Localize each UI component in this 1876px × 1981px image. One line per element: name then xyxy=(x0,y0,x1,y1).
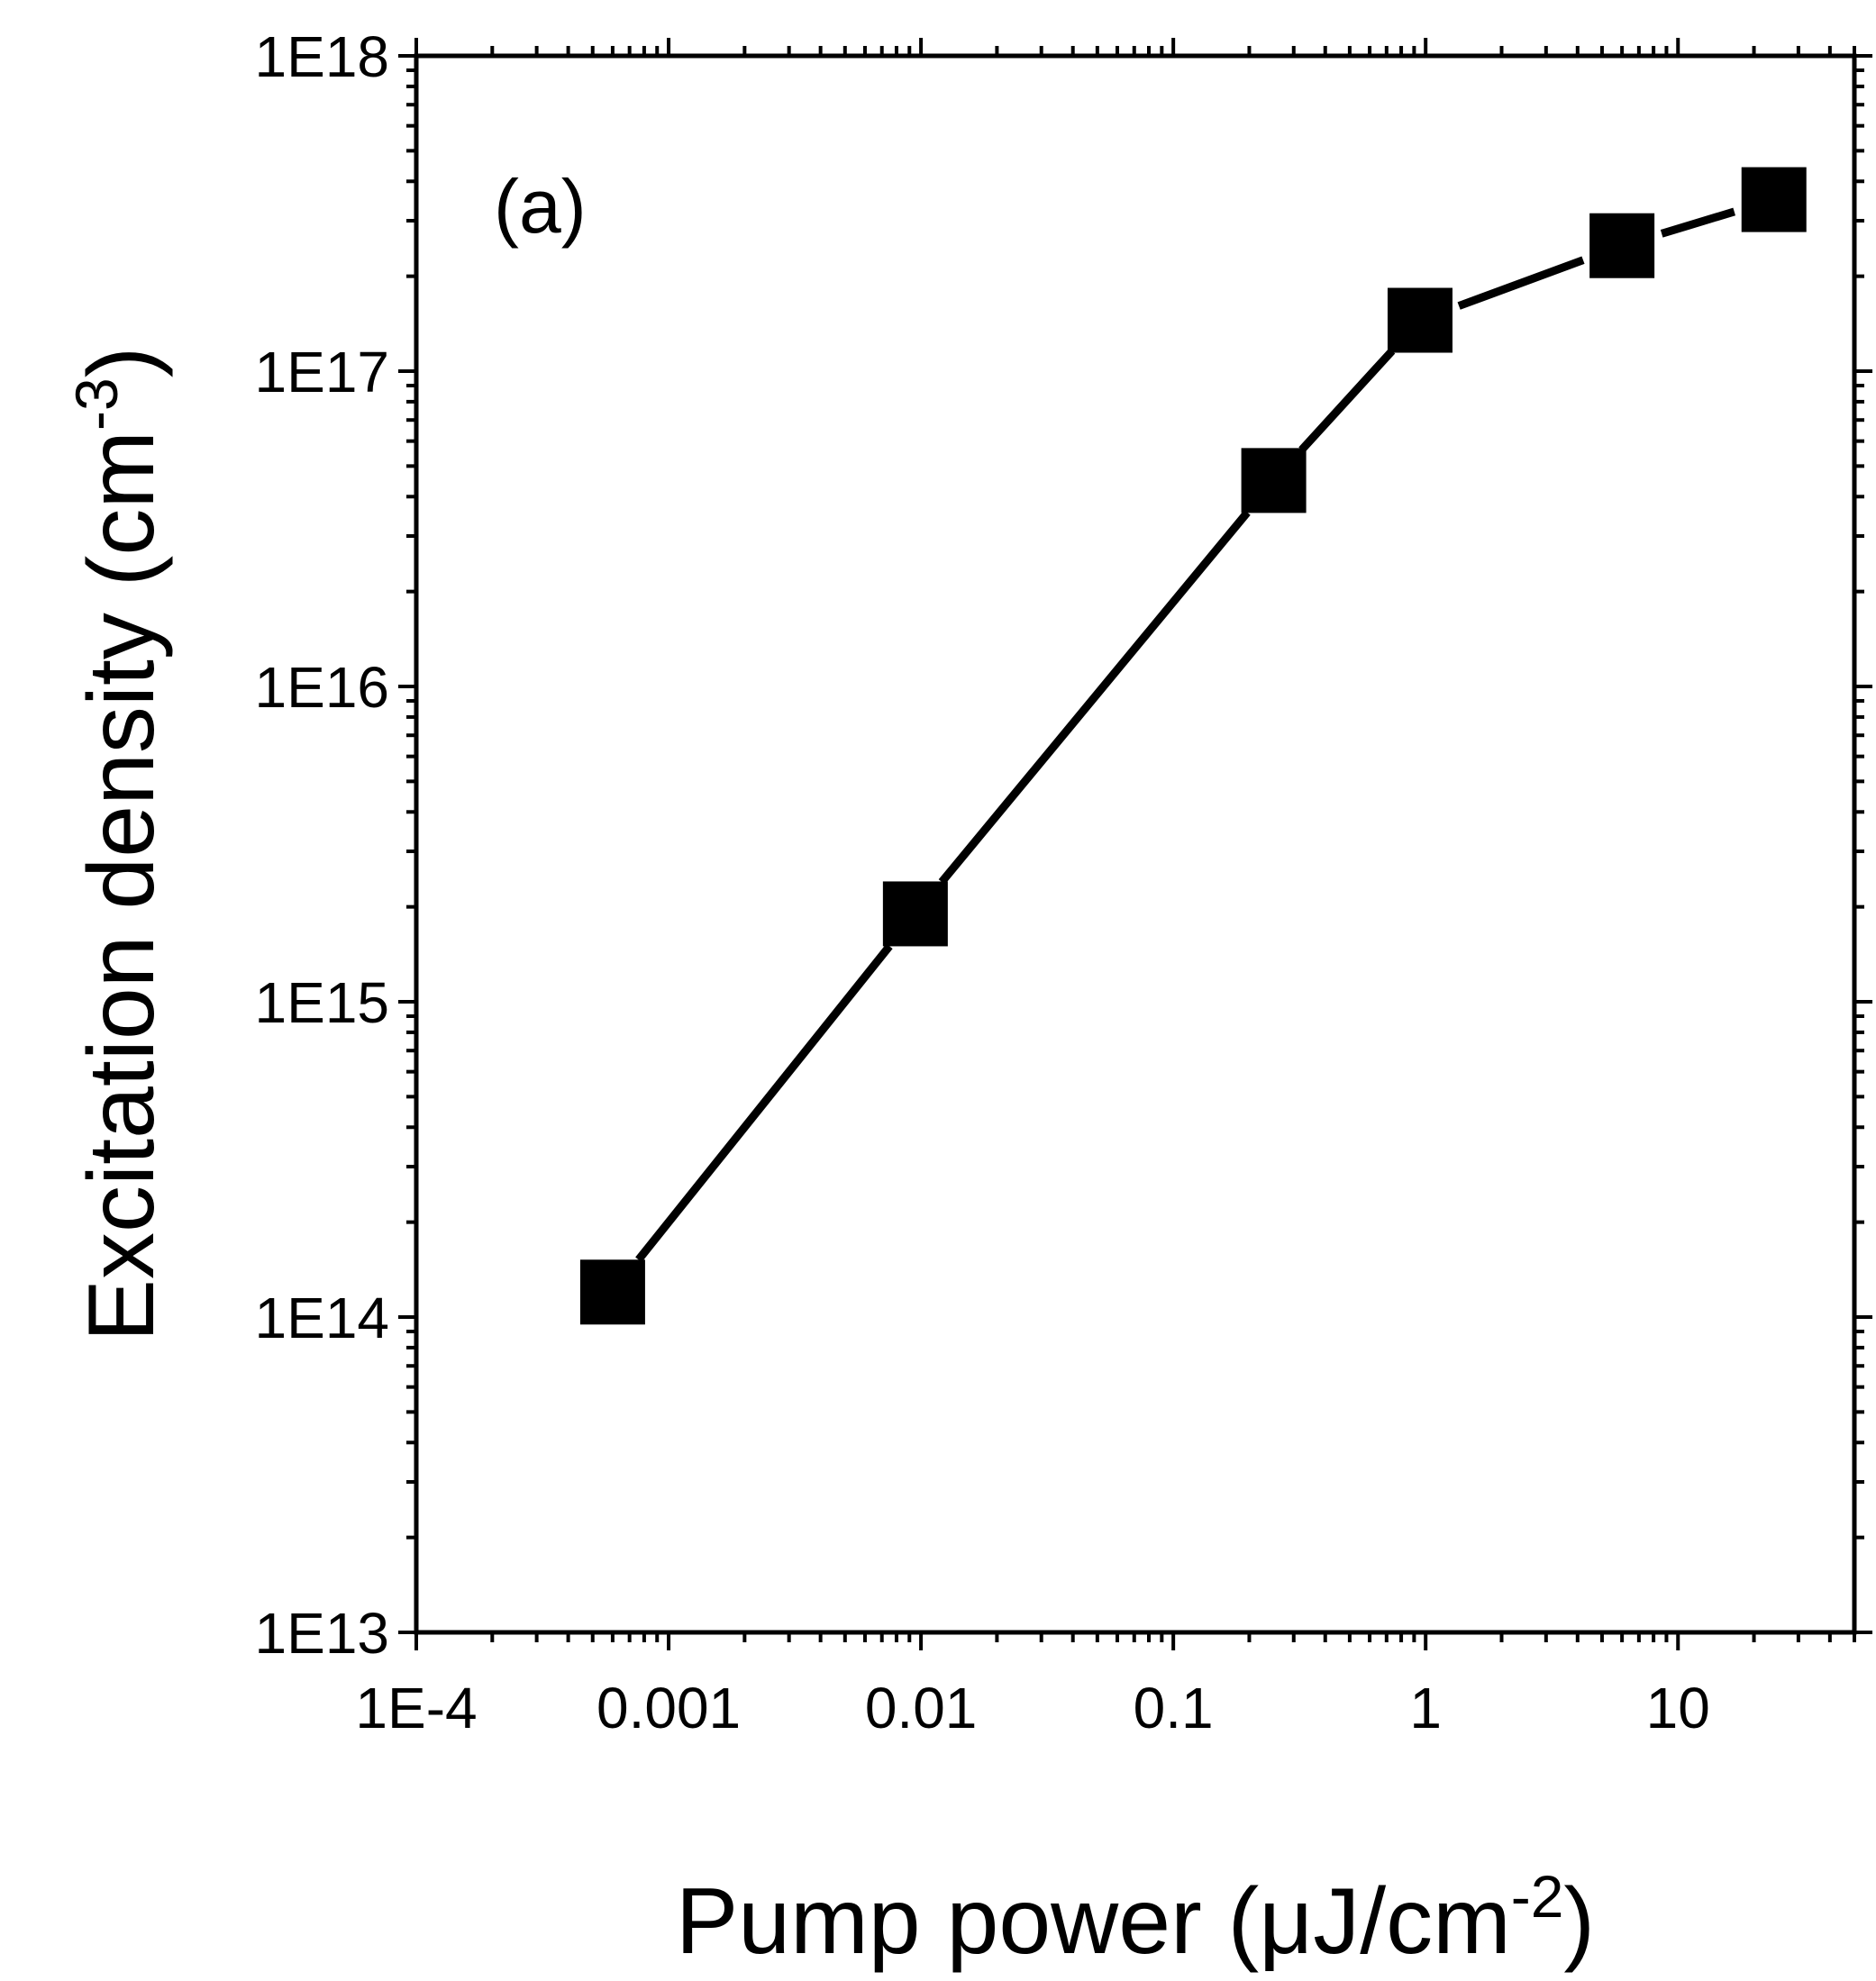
data-point-square xyxy=(579,1259,645,1325)
y-tick-label: 1E14 xyxy=(255,1286,389,1350)
y-tick-label: 1E16 xyxy=(255,655,389,720)
y-axis-title-text: Excitation density (cm xyxy=(69,431,174,1341)
data-point-square xyxy=(882,881,948,947)
x-axis-title-sup: -2 xyxy=(1511,1863,1564,1930)
data-point-square xyxy=(1387,287,1453,353)
series-line-segment xyxy=(1457,256,1585,310)
x-axis-title-text: Pump power (μJ/cm xyxy=(676,1869,1511,1974)
panel-label: (a) xyxy=(494,164,587,249)
ticks-layer xyxy=(398,38,1872,1650)
plot-frame xyxy=(414,53,1857,1635)
x-axis-title: Pump power (μJ/cm-2) xyxy=(676,1863,1595,1974)
y-tick-label: 1E17 xyxy=(255,340,389,404)
series-line-segment xyxy=(1660,207,1736,238)
data-point-square xyxy=(1741,167,1807,232)
series-line-segment xyxy=(1298,348,1396,453)
y-axis-title-end: ) xyxy=(69,347,174,378)
x-axis-title-end: ) xyxy=(1563,1869,1595,1974)
x-tick-label: 0.1 xyxy=(1134,1676,1214,1740)
data-point-square xyxy=(1589,213,1655,278)
series-line-segment xyxy=(635,943,893,1263)
labels-layer: 1E-4 0.001 0.01 0.1 1 10 1E13 1E14 1E15 1E16 1E17 1… xyxy=(255,24,1710,1740)
y-tick-label: 1E18 xyxy=(255,24,389,89)
x-tick-label: 0.001 xyxy=(596,1676,741,1740)
y-axis-title-sup: -3 xyxy=(63,377,130,431)
x-tick-label: 10 xyxy=(1646,1676,1710,1740)
data-point-square xyxy=(1241,448,1307,513)
y-axis-title: Excitation density (cm-3) xyxy=(63,347,174,1342)
y-tick-label: 1E15 xyxy=(255,970,389,1035)
x-tick-label: 1 xyxy=(1409,1676,1442,1740)
x-tick-label: 1E-4 xyxy=(355,1676,477,1740)
series-line-segment xyxy=(938,509,1251,885)
x-tick-label: 0.01 xyxy=(865,1676,978,1740)
series-layer xyxy=(579,167,1807,1325)
y-tick-label: 1E13 xyxy=(255,1601,389,1666)
